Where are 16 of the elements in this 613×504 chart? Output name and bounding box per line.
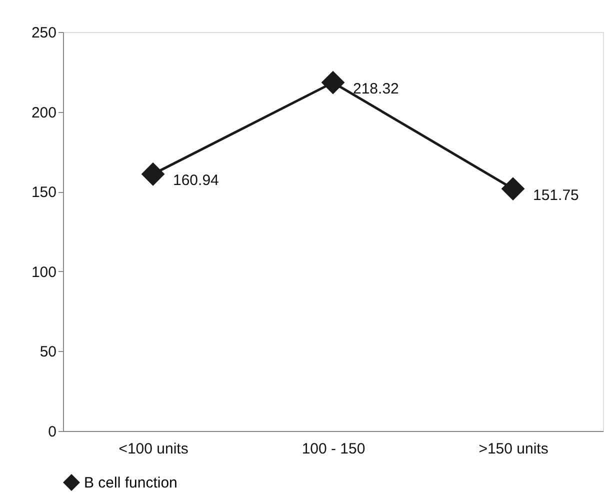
data-label: 218.32	[353, 80, 399, 98]
y-tick-label: 250	[31, 24, 56, 42]
y-tick-label: 200	[31, 104, 56, 122]
x-tick-label: >150 units	[478, 440, 548, 458]
data-label: 151.75	[533, 186, 579, 204]
point	[141, 162, 165, 186]
x-tick-label: <100 units	[118, 440, 188, 458]
legend-label: B cell function	[84, 474, 178, 492]
data-label: 160.94	[173, 172, 219, 190]
point	[321, 70, 345, 94]
y-tick-label: 50	[40, 344, 56, 361]
x-tick-label: 100 - 150	[302, 440, 366, 458]
y-tick-label: 150	[31, 184, 56, 202]
point	[501, 177, 525, 201]
y-tick-label: 0	[48, 424, 56, 440]
y-tick-label: 100	[31, 264, 56, 281]
